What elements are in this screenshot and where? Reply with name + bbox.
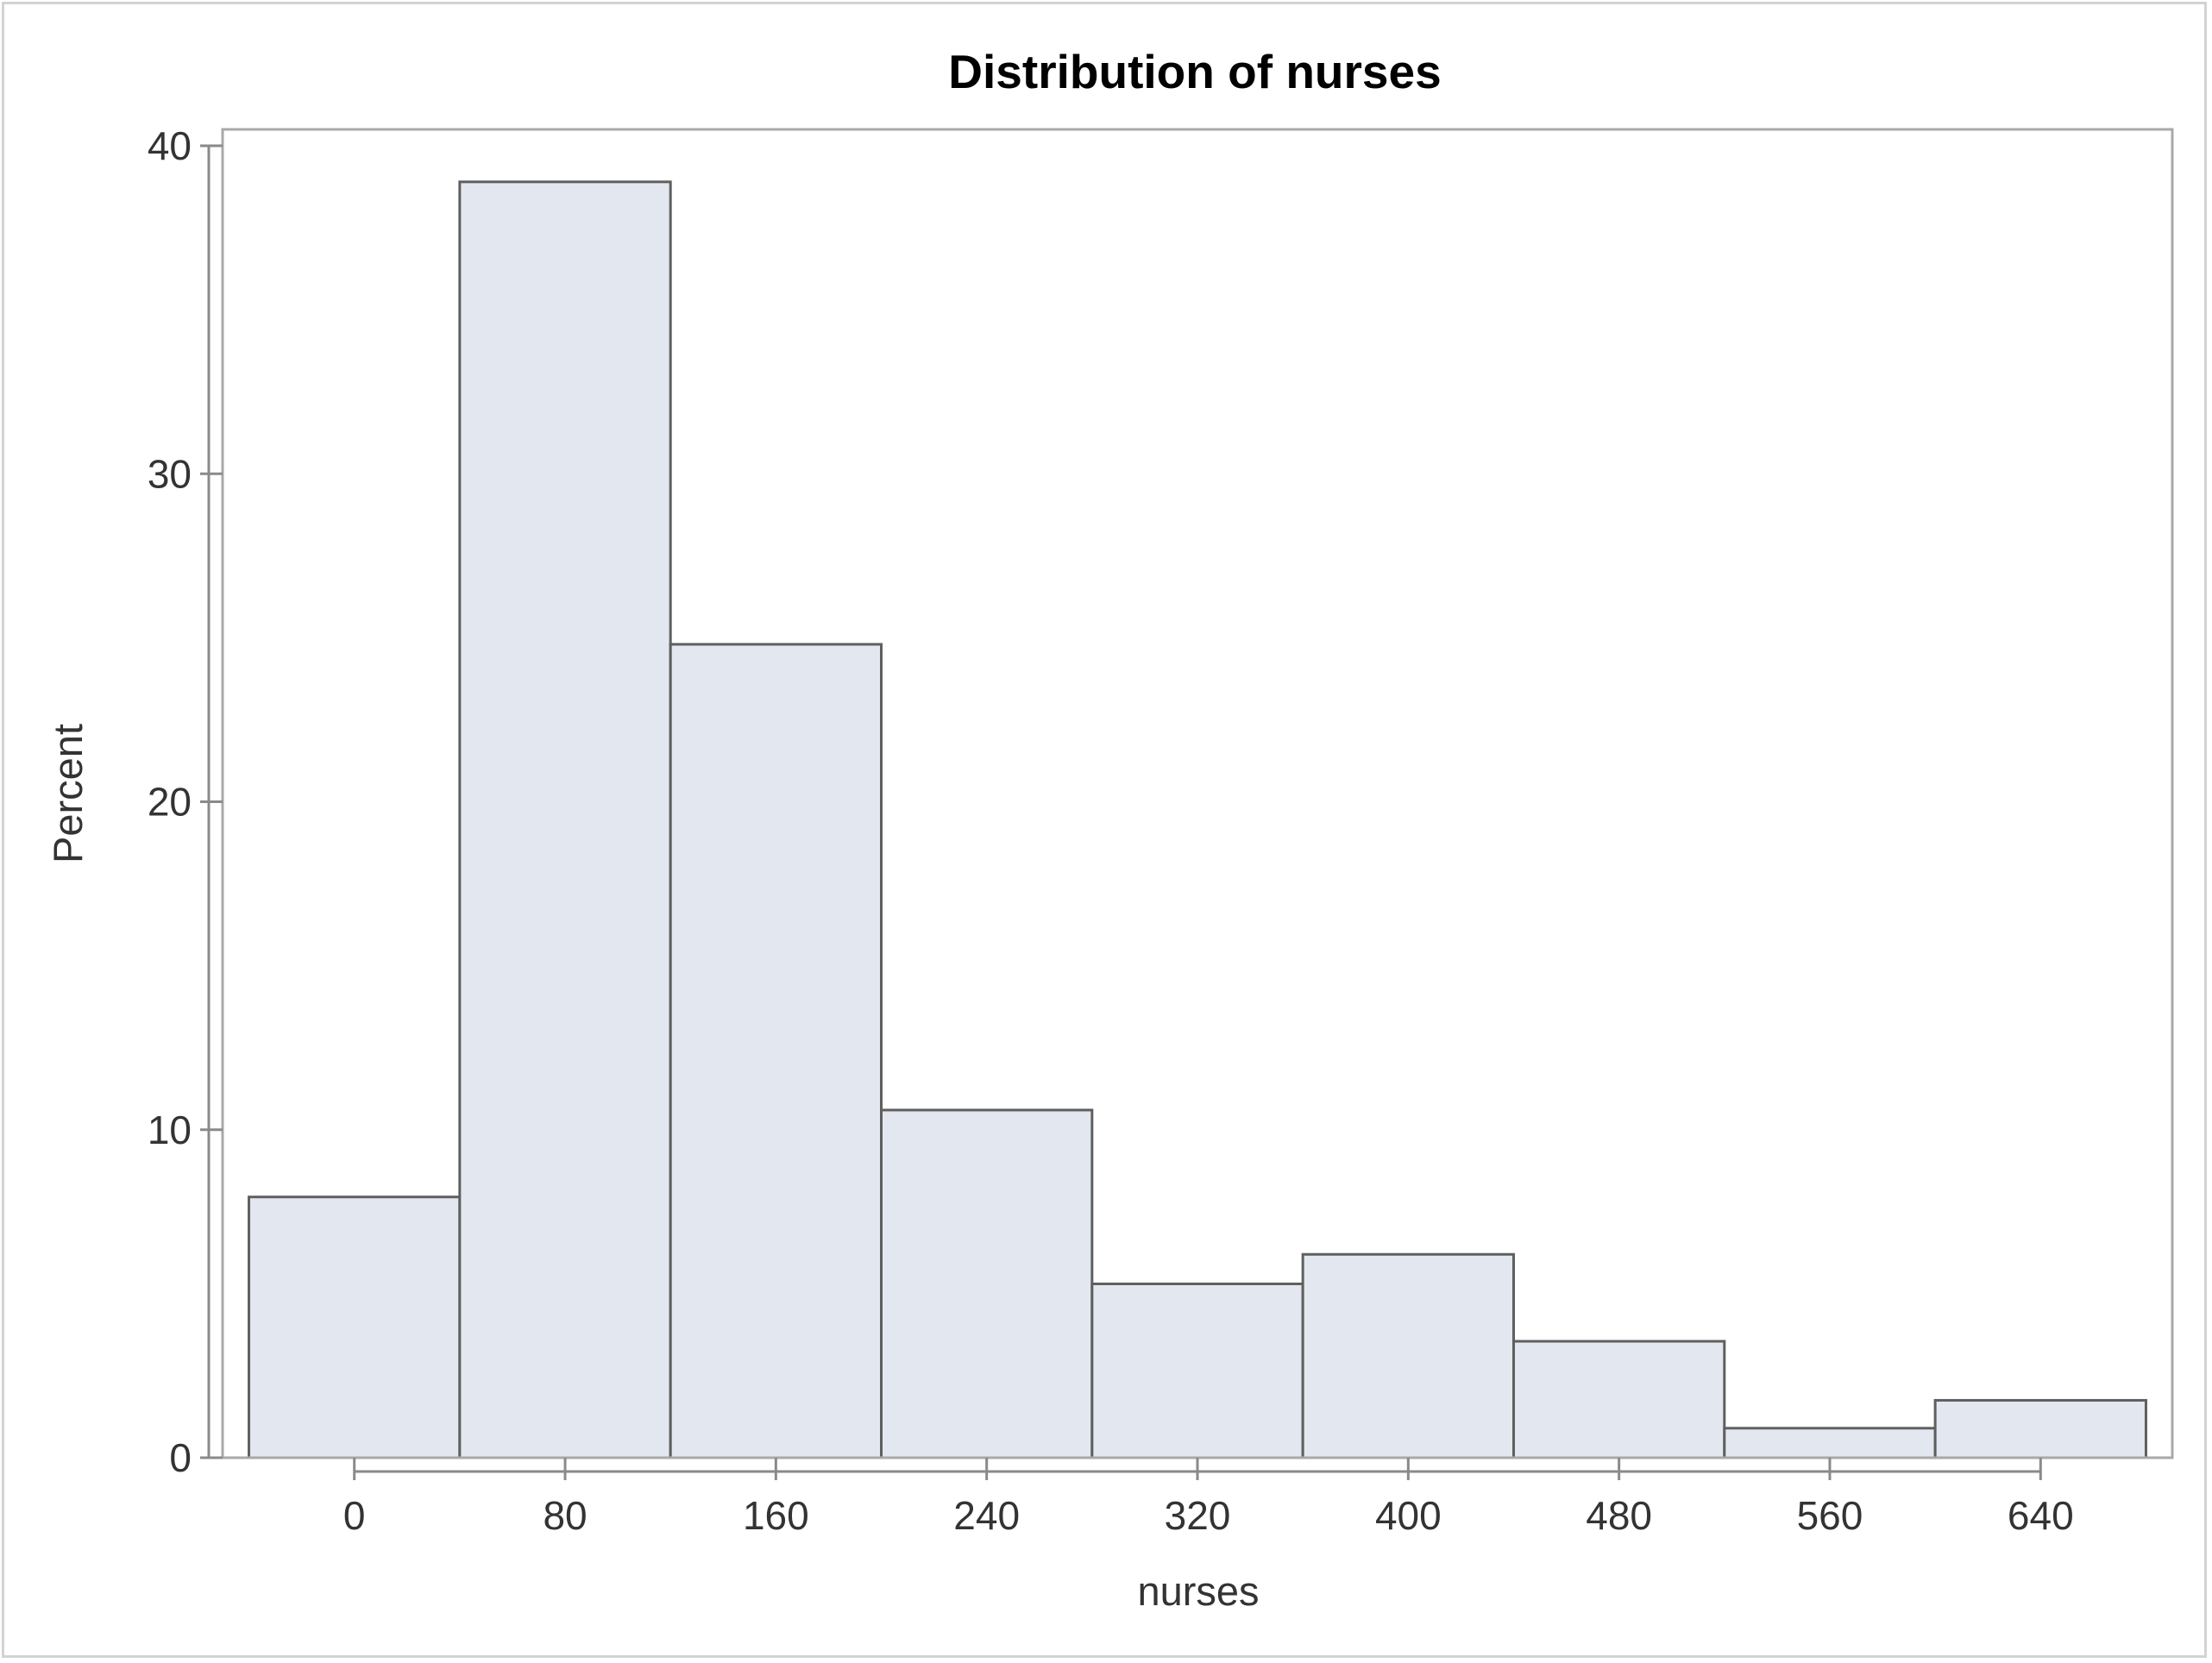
histogram-chart: Distribution of nurses 0 10 20 30 40 0 80 160 2… [45,45,2174,1614]
y-tick-label-20: 20 [148,780,192,825]
histogram-bar-0 [248,1195,462,1459]
y-axis: 0 10 20 30 40 [148,123,223,1480]
histogram-bar-640 [1933,1398,2147,1459]
x-tick-label-0: 0 [343,1493,366,1538]
histogram-bar-560 [1723,1427,1937,1459]
x-tick-label-240: 240 [953,1493,1020,1538]
x-tick-label-640: 640 [2008,1493,2074,1538]
x-axis-label: nurses [1137,1568,1259,1614]
y-tick-label-0: 0 [169,1435,192,1480]
histogram-bar-400 [1301,1252,1515,1459]
x-tick-label-80: 80 [543,1493,587,1538]
histogram-bar-480 [1511,1340,1726,1459]
chart-title: Distribution of nurses [948,45,1441,98]
y-tick-label-10: 10 [148,1108,192,1152]
histogram-bar-240 [880,1108,1094,1459]
bars-layer [248,180,2147,1459]
x-tick-label-480: 480 [1586,1493,1652,1538]
histogram-bar-320 [1090,1282,1304,1459]
y-tick-label-40: 40 [148,123,192,168]
x-tick-label-160: 160 [743,1493,809,1538]
histogram-bar-80 [458,180,672,1459]
x-tick-label-400: 400 [1375,1493,1442,1538]
y-axis-label: Percent [45,724,91,863]
x-tick-label-320: 320 [1165,1493,1231,1538]
x-tick-label-560: 560 [1797,1493,1863,1538]
x-axis: 0 80 160 240 320 400 480 560 640 [343,1458,2074,1538]
histogram-bar-160 [669,643,883,1459]
y-tick-label-30: 30 [148,451,192,496]
